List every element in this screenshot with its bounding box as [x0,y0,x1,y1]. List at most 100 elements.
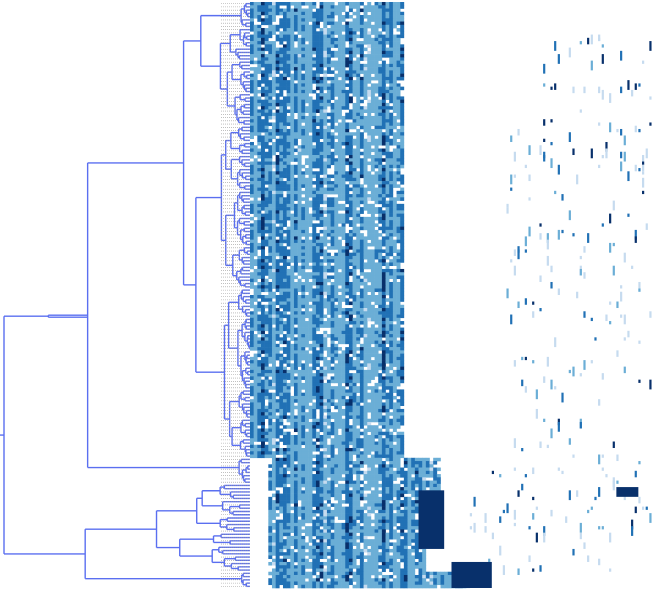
heatmap-cell [315,311,320,315]
heatmap-cell [568,47,571,58]
heatmap-cell [550,119,553,123]
heatmap-cell [250,337,254,341]
heatmap-cell [315,190,320,195]
heatmap-cell [304,128,309,133]
heatmap-cell [356,337,361,341]
heatmap-cell [389,5,394,9]
heatmap-cell [250,5,254,9]
heatmap-cell [304,86,309,91]
heatmap-cell [286,151,291,156]
heatmap-cell [396,304,401,309]
heatmap-cell [319,295,324,299]
heatmap-cell [359,21,364,26]
heatmap-cell [330,50,335,55]
heatmap-cell [260,242,265,247]
heatmap-cell [290,301,295,306]
heatmap-cell [363,122,368,127]
heatmap-cell [374,57,379,61]
heatmap-cell [279,330,284,335]
heatmap-cell [315,203,320,208]
heatmap-cell [301,28,306,32]
heatmap-cell [352,89,357,94]
heatmap-cell [389,298,394,302]
heatmap-cell [337,321,342,325]
heatmap-cell [334,203,339,208]
heatmap-cell [257,347,262,351]
heatmap-cell [352,34,357,39]
heatmap-cell [268,132,273,136]
heatmap-cell [378,275,383,280]
heatmap-cell [260,50,265,55]
heatmap-cell [279,281,284,286]
heatmap-cell [290,76,295,81]
heatmap-cell [275,158,280,162]
heatmap-cell [356,327,361,332]
heatmap-cell [290,125,295,130]
heatmap-cell [301,21,306,26]
heatmap-cell [337,272,342,276]
heatmap-cell [642,161,645,165]
heatmap-cell [392,304,397,309]
heatmap-cell [271,291,276,296]
heatmap-cell [326,252,331,257]
heatmap-cell [326,353,331,358]
heatmap-cell [389,203,394,208]
heatmap-cell [330,70,335,74]
heatmap-cell [337,5,342,9]
heatmap-cell [323,21,328,26]
heatmap-cell [345,220,350,224]
heatmap-cell [315,70,320,74]
heatmap-cell [400,291,405,296]
heatmap-cell [279,31,284,35]
heatmap-cell [308,2,313,6]
heatmap-cell [253,213,258,218]
heatmap-cell [367,242,372,247]
heatmap-cell [363,298,368,302]
heatmap-cell [323,321,328,325]
heatmap-cell [330,83,335,87]
heatmap-cell [352,281,357,286]
heatmap-cell [268,41,273,45]
heatmap-cell [271,102,276,107]
heatmap-cell [345,236,350,240]
heatmap-cell [356,301,361,306]
heatmap-cell [396,259,401,263]
heatmap-cell [385,337,390,341]
heatmap-cell [279,76,284,81]
heatmap-cell [348,337,353,341]
heatmap-cell [297,190,302,195]
heatmap-cell [348,255,353,260]
heatmap-cell [315,34,320,39]
heatmap-cell [337,67,342,71]
heatmap-cell [396,161,401,166]
heatmap-cell [268,151,273,156]
heatmap-cell [286,181,291,185]
heatmap-cell [341,80,346,84]
heatmap-cell [363,304,368,309]
heatmap-cell [557,288,560,295]
heatmap-cell [286,63,291,68]
heatmap-cell [286,141,291,146]
heatmap-cell [356,226,361,231]
heatmap-cell [359,249,364,253]
heatmap-cell [257,60,262,65]
heatmap-cell [345,161,350,166]
heatmap-cell [301,141,306,146]
heatmap-cell [264,321,269,325]
heatmap-cell [301,151,306,156]
heatmap-cell [257,164,262,169]
heatmap-cell [334,288,339,293]
heatmap-cell [286,187,291,192]
heatmap-cell [359,93,364,97]
heatmap-cell [319,99,324,104]
heatmap-cell [392,158,397,162]
heatmap-cell [271,73,276,78]
heatmap-cell [392,210,397,214]
heatmap-cell [392,233,397,237]
heatmap-cell [363,363,368,367]
heatmap-cell [381,93,386,97]
heatmap-cell [297,8,302,13]
heatmap-cell [268,18,273,22]
heatmap-cell [271,314,276,319]
heatmap-cell [381,112,386,117]
